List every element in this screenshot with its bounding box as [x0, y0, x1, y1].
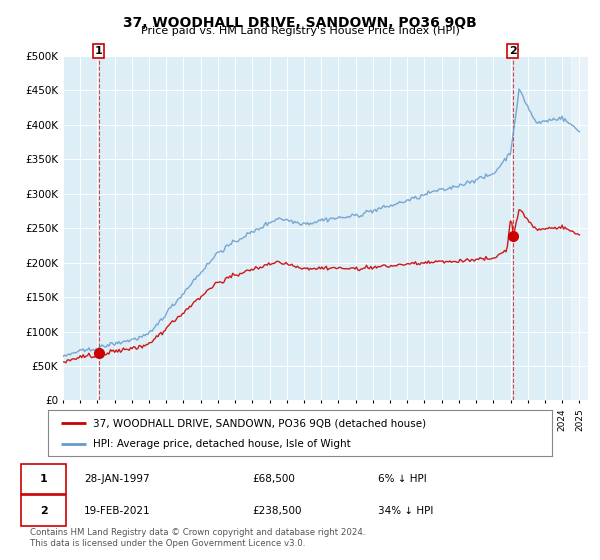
Text: 2: 2	[40, 506, 47, 516]
Text: 37, WOODHALL DRIVE, SANDOWN, PO36 9QB: 37, WOODHALL DRIVE, SANDOWN, PO36 9QB	[123, 16, 477, 30]
Text: 1: 1	[40, 474, 47, 484]
Text: £238,500: £238,500	[252, 506, 302, 516]
Text: HPI: Average price, detached house, Isle of Wight: HPI: Average price, detached house, Isle…	[94, 438, 351, 449]
Text: 34% ↓ HPI: 34% ↓ HPI	[378, 506, 433, 516]
Text: 6% ↓ HPI: 6% ↓ HPI	[378, 474, 427, 484]
Text: 28-JAN-1997: 28-JAN-1997	[84, 474, 149, 484]
Text: 19-FEB-2021: 19-FEB-2021	[84, 506, 151, 516]
Text: 37, WOODHALL DRIVE, SANDOWN, PO36 9QB (detached house): 37, WOODHALL DRIVE, SANDOWN, PO36 9QB (d…	[94, 418, 427, 428]
Text: Price paid vs. HM Land Registry's House Price Index (HPI): Price paid vs. HM Land Registry's House …	[140, 26, 460, 36]
Text: 2: 2	[509, 46, 517, 56]
Text: 1: 1	[95, 46, 103, 56]
Text: Contains HM Land Registry data © Crown copyright and database right 2024.
This d: Contains HM Land Registry data © Crown c…	[30, 528, 365, 548]
Text: £68,500: £68,500	[252, 474, 295, 484]
